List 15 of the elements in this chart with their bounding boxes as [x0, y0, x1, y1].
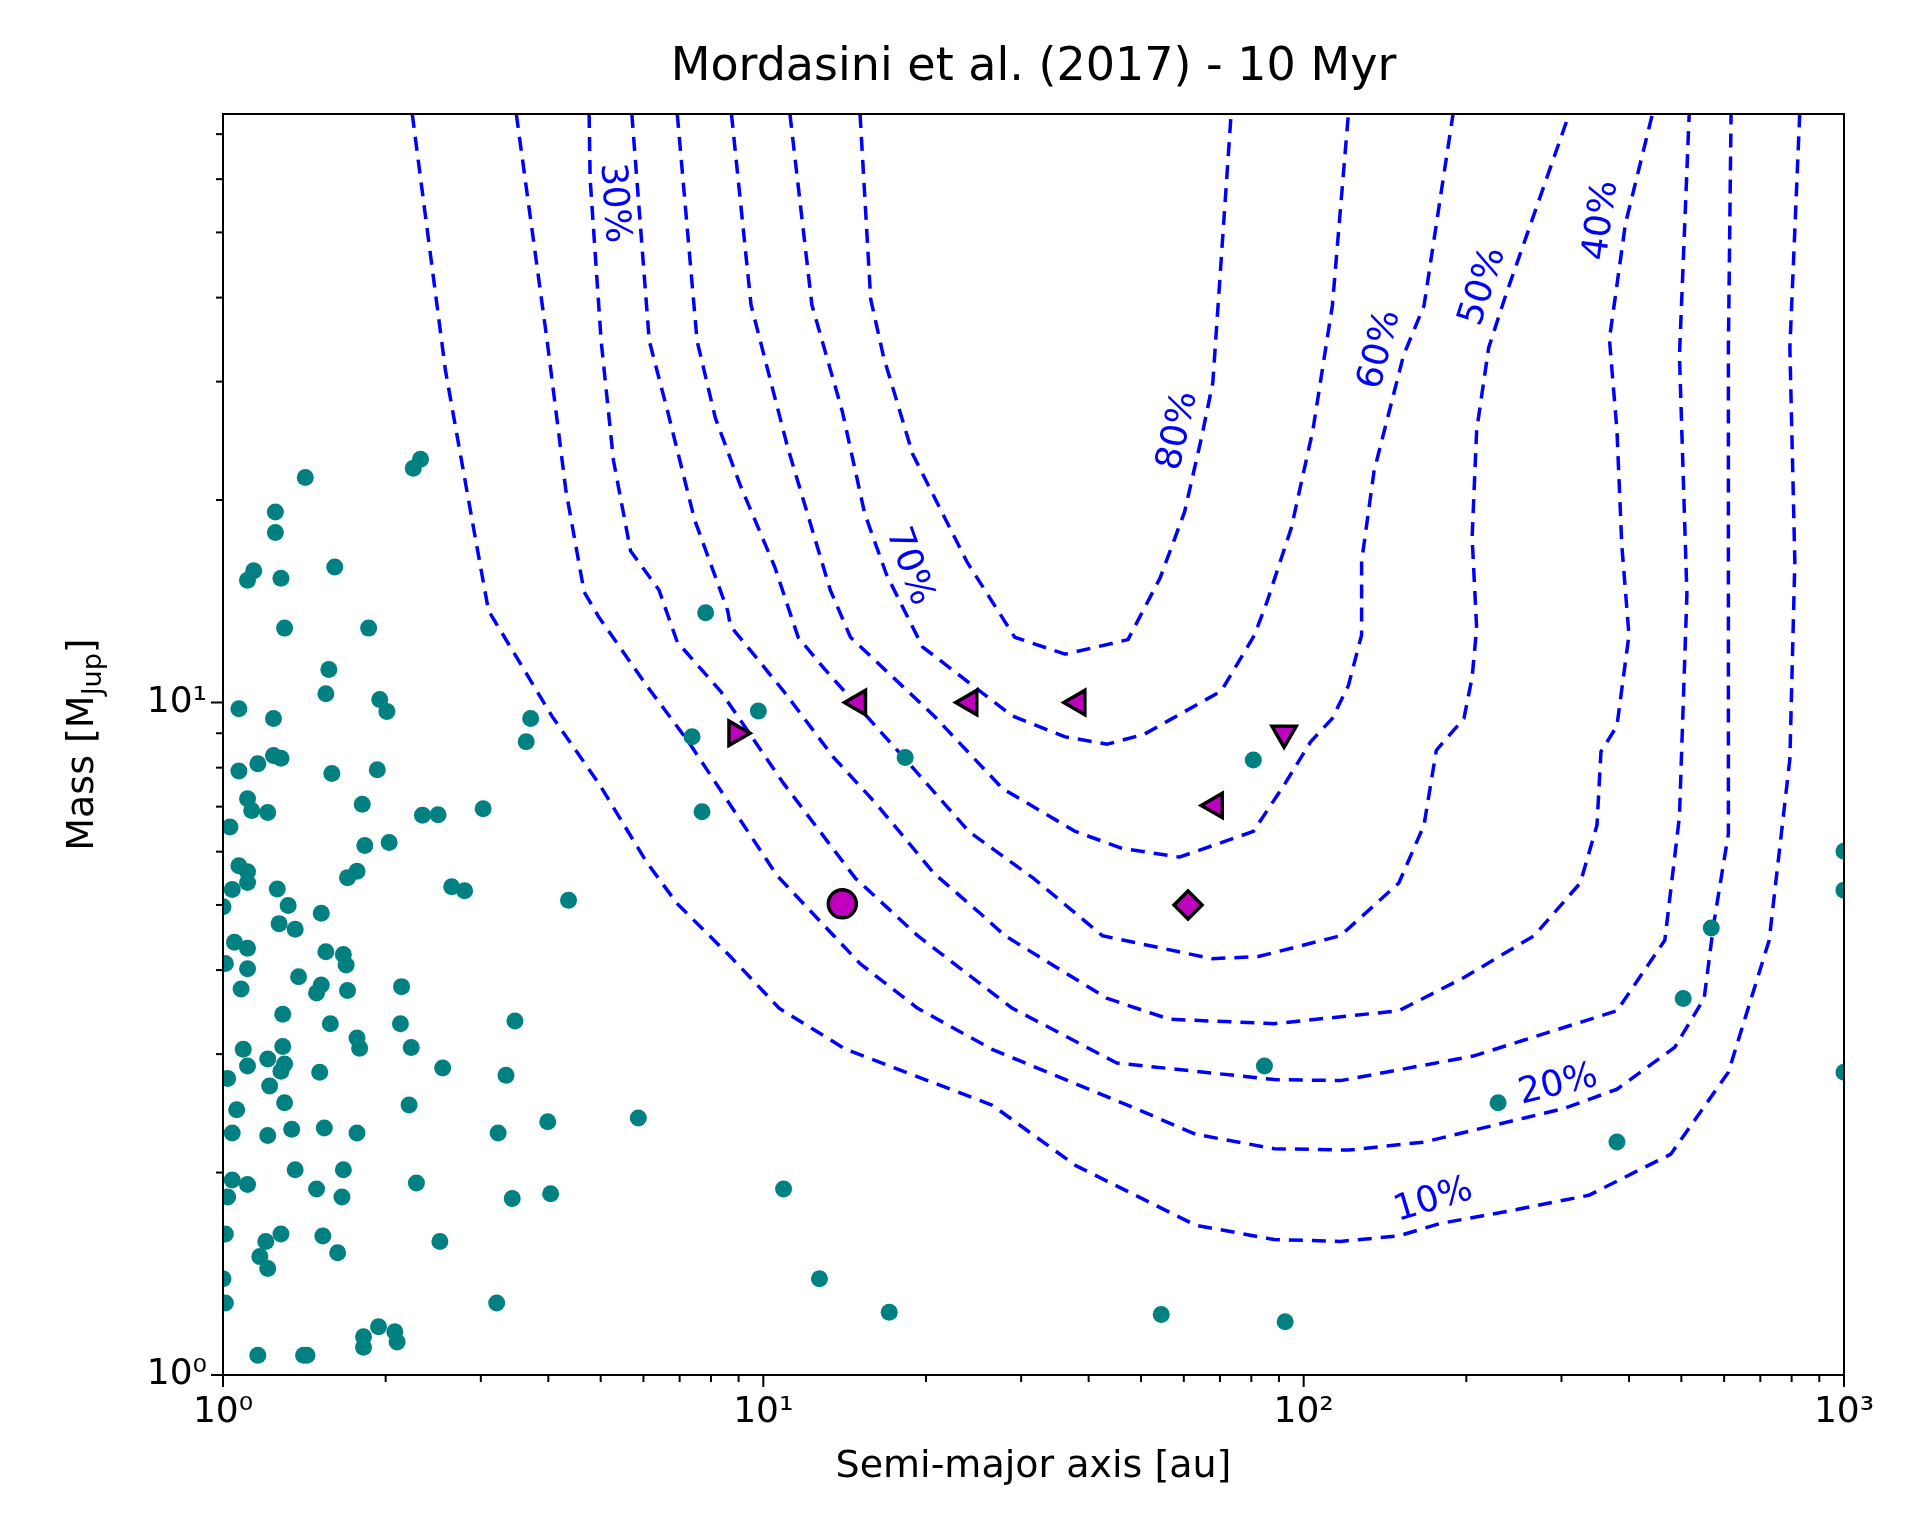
annotation: 30% [593, 161, 640, 245]
x-axis-title: Semi-major axis [au] [835, 1441, 1232, 1486]
annotation: 20% [1513, 1052, 1602, 1112]
chart-title: Mordasini et al. (2017) - 10 Myr [670, 36, 1397, 91]
x-tick-label: 10³ [1813, 1388, 1875, 1430]
annotation: 60% [1347, 305, 1407, 393]
annotation: 40% [1572, 177, 1625, 263]
x-tick-label: 10⁰ [192, 1388, 254, 1430]
annotation: 70% [879, 520, 945, 610]
annotation: 80% [1146, 386, 1205, 474]
annotation: 10% [1388, 1166, 1477, 1229]
y-axis-title: Mass [MJup] [57, 638, 107, 851]
x-tick-label: 10¹ [733, 1388, 794, 1430]
annotation: 50% [1448, 241, 1513, 330]
x-tick-label: 10² [1273, 1388, 1334, 1430]
